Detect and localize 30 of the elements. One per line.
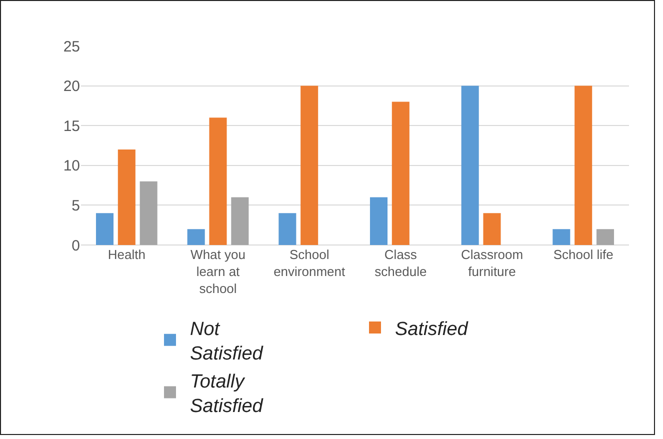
- y-tick-label: 0: [72, 237, 80, 254]
- bar: [483, 213, 501, 245]
- y-tick-label: 15: [63, 118, 80, 135]
- bar: [392, 102, 410, 245]
- x-tick-label: School environment: [274, 247, 346, 279]
- bar: [187, 229, 205, 245]
- bar: [300, 86, 318, 245]
- y-tick-label: 10: [63, 158, 80, 175]
- legend-label: Satisfied: [395, 318, 470, 340]
- y-tick-label: 20: [63, 78, 80, 96]
- bar: [231, 197, 249, 245]
- bar: [552, 229, 570, 245]
- bar: [209, 118, 227, 245]
- y-tick-label: 5: [72, 197, 80, 214]
- x-tick-label: Health: [108, 247, 146, 262]
- x-tick-label: Class schedule: [374, 247, 427, 279]
- bar: [574, 86, 592, 245]
- x-tick-label: What you learn at school: [190, 247, 246, 296]
- bar: [370, 197, 388, 245]
- x-tick-label: Classroom furniture: [460, 247, 524, 279]
- x-tick-label: School life: [553, 247, 614, 262]
- bar: [278, 213, 296, 245]
- bar: [596, 229, 614, 245]
- bar: [118, 149, 136, 245]
- bar: [461, 86, 479, 245]
- legend-label: Not Satisfied: [190, 318, 264, 365]
- bar: [96, 213, 114, 245]
- bar: [140, 181, 158, 245]
- y-tick-label: 25: [63, 38, 80, 56]
- legend-label: Totally Satisfied: [190, 371, 264, 418]
